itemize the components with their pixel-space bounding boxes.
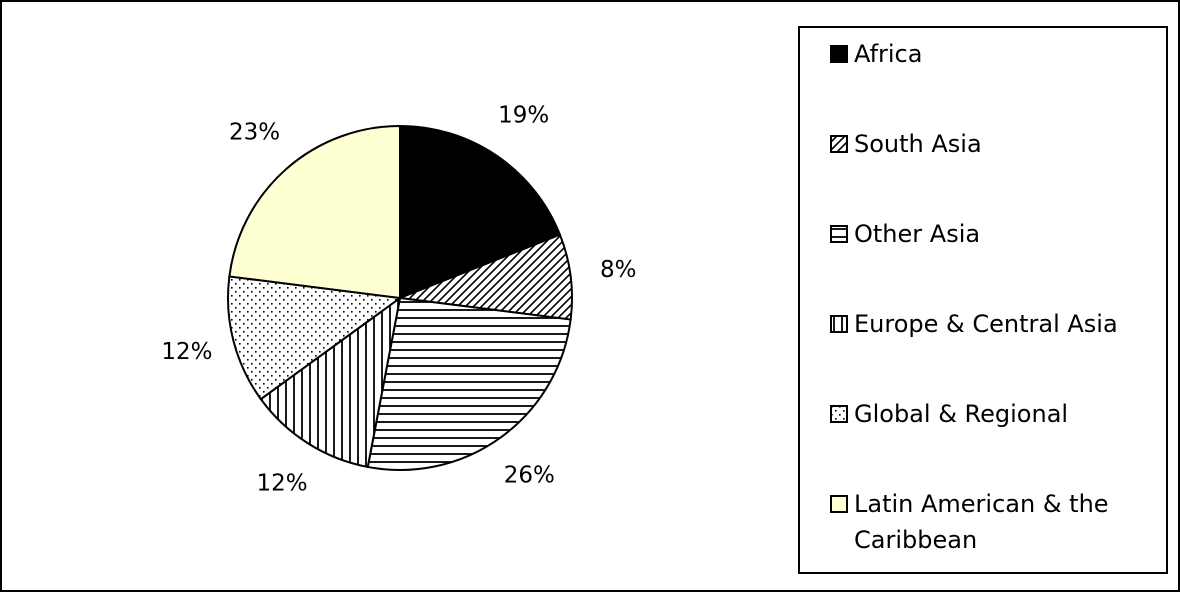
pie-label-europe-and-central-asia: 12% [257, 470, 308, 496]
legend-label: Europe & Central Asia [854, 310, 1118, 338]
legend-swatch-global-and-regional [830, 405, 848, 423]
legend-item-africa: Africa [830, 36, 1150, 72]
legend-item-europe-and-central-asia: Europe & Central Asia [830, 306, 1150, 342]
legend-label: Latin American & the Caribbean [854, 490, 1109, 554]
legend-label: Global & Regional [854, 400, 1069, 428]
pie-label-global-and-regional: 12% [161, 339, 212, 365]
pie-slice-africa [399, 124, 562, 300]
legend-label: Other Asia [854, 220, 981, 248]
pie-slice-global-and-regional [227, 275, 403, 401]
pie-label-south-asia: 8% [600, 257, 637, 283]
legend-item-global-and-regional: Global & Regional [830, 396, 1150, 432]
legend-swatch-south-asia [830, 135, 848, 153]
legend-swatch-other-asia [830, 225, 848, 243]
legend-item-other-asia: Other Asia [830, 216, 1150, 252]
chart-legend: Africa South Asia Other Asia Europe & Centr… [798, 26, 1168, 574]
legend-label: Africa [854, 40, 923, 68]
legend-item-latin-american-and-the-caribbean: Latin American & the Caribbean [830, 486, 1150, 558]
pie-value-labels: 19% 8% 26% 12% 12% 23% [161, 103, 636, 497]
pie-label-africa: 19% [498, 103, 549, 129]
legend-swatch-europe-and-central-asia [830, 315, 848, 333]
pie-label-other-asia: 26% [504, 463, 555, 489]
legend-item-south-asia: South Asia [830, 126, 1150, 162]
pie-slices [227, 124, 573, 471]
pie-slice-latin-american-and-the-caribbean [228, 124, 401, 300]
pie-label-latin-american-and-the-caribbean: 23% [229, 120, 280, 146]
legend-swatch-latin-american-and-the-caribbean [830, 495, 848, 513]
pie-slice-other-asia [366, 296, 572, 471]
legend-swatch-africa [830, 45, 848, 63]
pie-slice-europe-and-central-asia [259, 295, 402, 469]
legend-label: South Asia [854, 130, 982, 158]
